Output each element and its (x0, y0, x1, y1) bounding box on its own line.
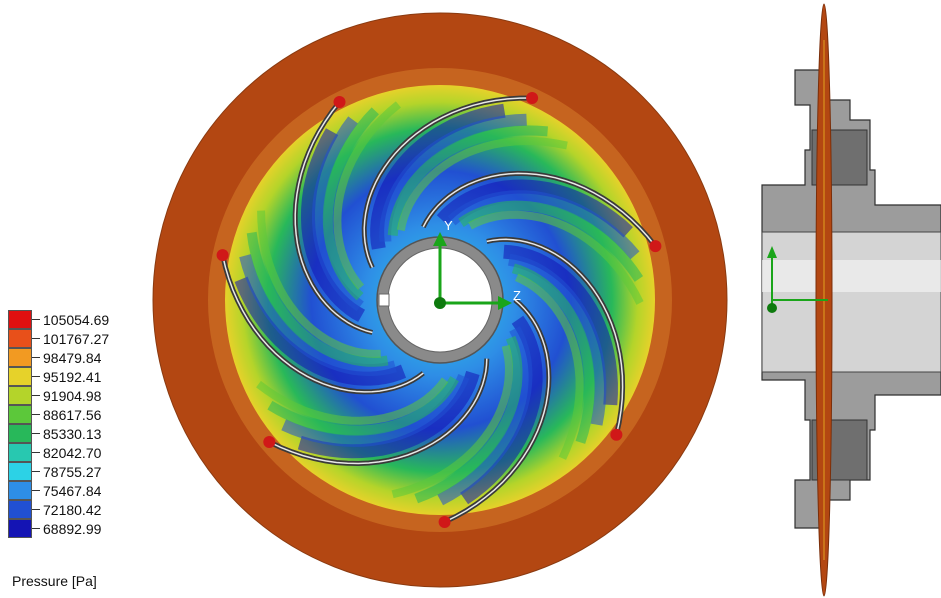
axis-label-z: Z (513, 288, 521, 303)
legend-swatch (8, 519, 32, 538)
pressure-band (436, 179, 633, 238)
legend-tick (32, 471, 40, 472)
legend-level-label: 95192.41 (43, 369, 102, 385)
axis-triad: Y X Z (433, 218, 521, 310)
blade-tip-high-pressure (649, 240, 662, 253)
blade-highlight (294, 101, 373, 334)
pressure-band (515, 273, 584, 460)
legend-level-label: 98479.84 (43, 350, 102, 366)
pressure-band (447, 190, 640, 260)
pressure-band (257, 210, 381, 358)
blade-tip-high-pressure (526, 92, 539, 104)
pressure-band (387, 125, 548, 236)
legend-level-label: 68892.99 (43, 521, 102, 537)
blade-highlight (221, 254, 424, 393)
side-axis-triad (767, 246, 828, 313)
pressure-band (267, 376, 459, 436)
legend-swatch (8, 367, 32, 386)
pressure-band (370, 103, 506, 250)
blade-highlight (444, 299, 550, 523)
axis-label-y: Y (444, 218, 453, 233)
pressure-band (333, 101, 401, 290)
keyway (378, 293, 390, 307)
legend-tick (32, 357, 40, 358)
shaft (761, 231, 941, 373)
legend-level-label: 91904.98 (43, 388, 102, 404)
pressure-band (460, 315, 543, 505)
legend-level-label: 78755.27 (43, 464, 102, 480)
legend-level-label: 75467.84 (43, 483, 102, 499)
legend-swatch (8, 405, 32, 424)
legend-swatch (8, 424, 32, 443)
legend-level-label: 85330.13 (43, 426, 102, 442)
legend-tick (32, 414, 40, 415)
pressure-band (256, 377, 449, 425)
blade-tip-high-pressure (438, 516, 451, 528)
legend-tick (32, 490, 40, 491)
blade-tip-high-pressure (333, 96, 346, 108)
pressure-band (391, 344, 513, 499)
legend-tick (32, 376, 40, 377)
legend-level-label: 82042.70 (43, 445, 102, 461)
legend-tick (32, 395, 40, 396)
blade-highlight (363, 97, 533, 268)
pressure-band (297, 370, 480, 459)
pressure-band (281, 373, 470, 447)
legend-tick (32, 433, 40, 434)
legend-swatch (8, 500, 32, 519)
legend-swatch (8, 329, 32, 348)
pressure-legend: 105054.69 101767.27 98479.84 95192.41 91904.… (8, 310, 158, 595)
pressure-band (437, 326, 533, 506)
legend-tick (32, 452, 40, 453)
legend-swatch (8, 462, 32, 481)
legend-swatch (8, 348, 32, 367)
pressure-band (468, 210, 644, 305)
pressure-band (503, 244, 618, 406)
pressure-band (300, 128, 366, 322)
legend-tick (32, 528, 40, 529)
legend-tick (32, 338, 40, 339)
pressure-band (239, 254, 397, 377)
blade-tip-high-pressure (216, 249, 229, 262)
pressure-band (234, 276, 407, 386)
legend-level-label: 101767.27 (43, 331, 110, 347)
axis-label-x: X (445, 287, 454, 302)
pressure-bands (234, 101, 644, 506)
pressure-band (246, 231, 389, 367)
pressure-band (396, 136, 568, 232)
shaft-highlight (762, 260, 941, 292)
legend-swatch (8, 310, 32, 329)
legend-tick (32, 509, 40, 510)
legend-level-label: 72180.42 (43, 502, 102, 518)
blade-highlight (422, 172, 656, 247)
pressure-band (379, 113, 527, 242)
impeller-blades (216, 92, 662, 528)
pressure-band (322, 107, 379, 301)
legend-level-label: 88617.56 (43, 407, 102, 423)
pressure-band (511, 263, 595, 444)
blade-tip-high-pressure (610, 428, 623, 441)
legend-swatch (8, 386, 32, 405)
legend-swatch (8, 481, 32, 500)
blade-highlight (486, 238, 624, 435)
pressure-band (414, 335, 523, 504)
blade-highlight (268, 358, 488, 465)
legend-swatch (8, 443, 32, 462)
impeller-pressure-plot: Y X Z (152, 12, 728, 588)
pressure-band (507, 253, 607, 426)
impeller-side-section (761, 3, 941, 597)
blade-tip-high-pressure (263, 436, 276, 448)
pressure-band (458, 200, 644, 282)
pressure-band (312, 116, 364, 312)
legend-level-label: 105054.69 (43, 312, 110, 328)
legend-title: Pressure [Pa] (12, 573, 97, 589)
legend-tick (32, 319, 40, 320)
